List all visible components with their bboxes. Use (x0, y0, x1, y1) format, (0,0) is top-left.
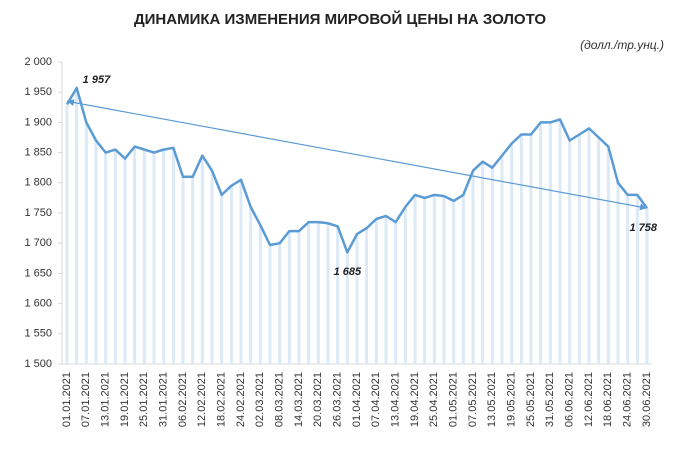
x-tick-label: 31.01.2021 (158, 372, 170, 427)
x-tick-label: 13.01.2021 (100, 372, 112, 427)
data-label: 1 685 (334, 266, 362, 278)
unit-label: (долл./тр.унц.) (580, 38, 664, 52)
x-tick-label: 08.03.2021 (274, 372, 286, 427)
x-tick-label: 06.06.2021 (564, 372, 576, 427)
trend-arrow (67, 99, 75, 106)
y-tick-label: 1 550 (24, 328, 52, 340)
x-tick-label: 19.05.2021 (506, 372, 518, 427)
y-tick-label: 1 750 (24, 207, 52, 219)
x-tick-label: 01.04.2021 (351, 372, 363, 427)
y-tick-label: 1 650 (24, 267, 52, 279)
data-label: 1 957 (83, 74, 111, 86)
x-tick-label: 25.04.2021 (428, 372, 440, 427)
x-tick-label: 24.02.2021 (235, 372, 247, 427)
x-tick-label: 12.02.2021 (196, 372, 208, 427)
x-tick-label: 31.05.2021 (544, 372, 556, 427)
x-tick-label: 25.01.2021 (138, 372, 150, 427)
x-tick-label: 02.03.2021 (254, 372, 266, 427)
y-tick-label: 1 600 (24, 298, 52, 310)
x-tick-label: 19.04.2021 (409, 372, 421, 427)
y-tick-label: 1 500 (24, 358, 52, 370)
y-tick-label: 1 900 (24, 116, 52, 128)
x-tick-label: 25.05.2021 (525, 372, 537, 427)
x-tick-label: 19.01.2021 (119, 372, 131, 427)
x-tick-label: 26.03.2021 (332, 372, 344, 427)
y-tick-label: 1 950 (24, 86, 52, 98)
x-tick-label: 30.06.2021 (641, 372, 653, 427)
x-tick-label: 06.02.2021 (177, 372, 189, 427)
x-tick-label: 12.06.2021 (583, 372, 595, 427)
y-tick-label: 2 000 (24, 56, 52, 68)
x-tick-label: 24.06.2021 (622, 372, 634, 427)
data-label: 1 758 (629, 222, 657, 234)
y-tick-label: 1 800 (24, 177, 52, 189)
x-tick-label: 13.05.2021 (486, 372, 498, 427)
chart-title: ДИНАМИКА ИЗМЕНЕНИЯ МИРОВОЙ ЦЕНЫ НА ЗОЛОТ… (134, 10, 546, 28)
x-tick-label: 18.02.2021 (216, 372, 228, 427)
x-tick-label: 07.01.2021 (80, 372, 92, 427)
x-tick-label: 14.03.2021 (293, 372, 305, 427)
x-tick-label: 07.04.2021 (370, 372, 382, 427)
x-tick-label: 01.01.2021 (61, 372, 73, 427)
x-tick-label: 07.05.2021 (467, 372, 479, 427)
y-tick-label: 1 700 (24, 237, 52, 249)
y-tick-label: 1 850 (24, 147, 52, 159)
x-tick-label: 18.06.2021 (602, 372, 614, 427)
price-line (65, 86, 649, 254)
x-tick-label: 13.04.2021 (390, 372, 402, 427)
trend-line (66, 100, 648, 209)
x-tick-label: 20.03.2021 (312, 372, 324, 427)
trend-arrow (639, 203, 647, 211)
x-tick-label: 01.05.2021 (448, 372, 460, 427)
